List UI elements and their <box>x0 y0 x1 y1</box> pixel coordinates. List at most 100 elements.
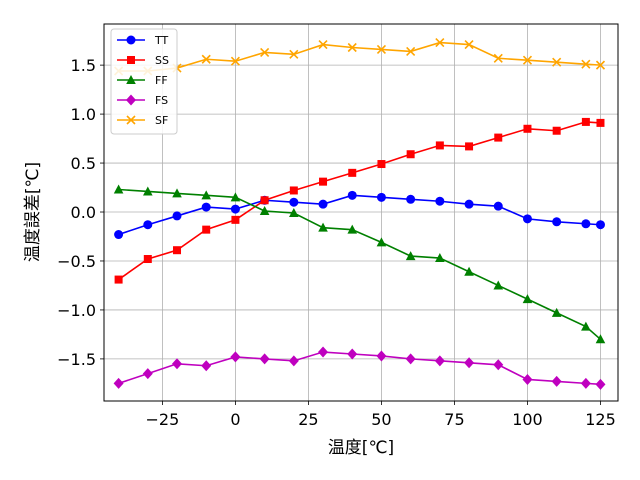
data-point <box>113 184 124 194</box>
data-point <box>493 201 503 211</box>
data-point <box>376 192 386 202</box>
x-tick-label: 0 <box>230 410 240 429</box>
data-point <box>595 378 606 390</box>
data-point <box>434 355 445 367</box>
legend-item-sf: SF <box>117 114 168 127</box>
data-point <box>318 39 328 50</box>
data-point <box>435 38 445 48</box>
data-point <box>551 375 562 387</box>
legend-marker <box>127 56 135 64</box>
legend-marker <box>126 75 136 84</box>
data-point <box>406 46 416 56</box>
data-point <box>318 222 328 232</box>
data-point <box>581 59 591 69</box>
legend-box <box>110 28 178 135</box>
data-point <box>319 177 328 186</box>
data-point <box>435 253 445 263</box>
data-point <box>113 377 124 389</box>
data-point <box>288 355 299 367</box>
data-point <box>347 224 358 234</box>
data-point <box>347 348 358 360</box>
legend-item-ss: SS <box>117 54 169 67</box>
data-point <box>289 49 299 59</box>
y-tick-label: −0.5 <box>57 252 96 271</box>
data-point <box>201 360 212 372</box>
data-point <box>259 206 270 216</box>
data-point <box>522 373 533 385</box>
data-point <box>173 246 182 255</box>
data-point <box>522 214 532 224</box>
data-point <box>230 56 240 66</box>
legend-marker <box>126 115 136 125</box>
data-point <box>201 54 211 64</box>
data-point <box>522 294 533 304</box>
data-point <box>580 377 591 389</box>
y-tick-label: 1.5 <box>71 56 96 75</box>
data-point <box>464 199 474 209</box>
data-point <box>172 188 182 198</box>
data-point <box>405 251 416 261</box>
legend-label: SS <box>155 54 169 67</box>
data-point <box>347 42 357 53</box>
x-tick-label: 75 <box>444 410 464 429</box>
x-axis-label: 温度[℃] <box>328 438 394 458</box>
data-point <box>318 346 329 358</box>
legend-label: SF <box>155 114 168 127</box>
data-point <box>260 196 269 205</box>
data-point <box>142 368 153 380</box>
data-point <box>347 190 357 200</box>
data-point <box>493 53 503 63</box>
data-point <box>552 57 562 67</box>
series-ff <box>113 184 606 344</box>
y-tick-label: −1.0 <box>57 301 96 320</box>
data-point <box>231 215 240 224</box>
legend: TT SS FF FS SF <box>110 28 178 135</box>
y-tick-label: 1.0 <box>71 105 96 124</box>
y-tick-label: 0.0 <box>71 203 96 222</box>
data-point <box>595 220 605 230</box>
data-point <box>552 217 562 227</box>
x-tick-label: 50 <box>371 410 391 429</box>
data-point <box>114 230 124 240</box>
data-point <box>464 357 475 369</box>
data-point <box>201 190 212 200</box>
data-point <box>465 142 474 151</box>
data-point <box>405 353 416 365</box>
series-line-ss <box>118 121 601 281</box>
legend-marker <box>126 94 136 106</box>
data-point <box>596 118 605 127</box>
legend-item-fs: FS <box>117 94 168 107</box>
data-point <box>230 192 241 202</box>
x-tick-label: 100 <box>512 410 543 429</box>
data-point <box>377 160 386 169</box>
legend-label: FF <box>155 74 168 87</box>
series-fs <box>113 346 606 390</box>
data-point <box>581 321 591 331</box>
data-point <box>289 207 299 217</box>
x-tick-label: 125 <box>585 410 616 429</box>
data-point <box>406 150 415 159</box>
data-point <box>464 39 474 50</box>
data-point <box>202 225 211 234</box>
data-point <box>523 124 532 133</box>
data-point <box>230 204 240 214</box>
data-point <box>581 117 590 126</box>
legend-label: TT <box>154 34 169 47</box>
series-layer <box>113 38 606 390</box>
plot-frame <box>103 23 619 402</box>
data-point <box>172 211 182 221</box>
data-point <box>376 44 387 55</box>
data-point <box>259 353 270 365</box>
series-line-ff <box>118 188 602 340</box>
x-tick-label: −25 <box>146 410 180 429</box>
y-axis-label: 温度誤差[℃] <box>23 162 43 262</box>
series-line-fs <box>118 351 601 386</box>
series-ss <box>114 117 605 284</box>
data-point <box>522 55 533 65</box>
data-point <box>318 199 328 209</box>
data-point <box>289 186 298 195</box>
data-point <box>493 359 504 371</box>
series-line-sf <box>118 41 601 72</box>
legend-item-ff: FF <box>117 74 168 87</box>
